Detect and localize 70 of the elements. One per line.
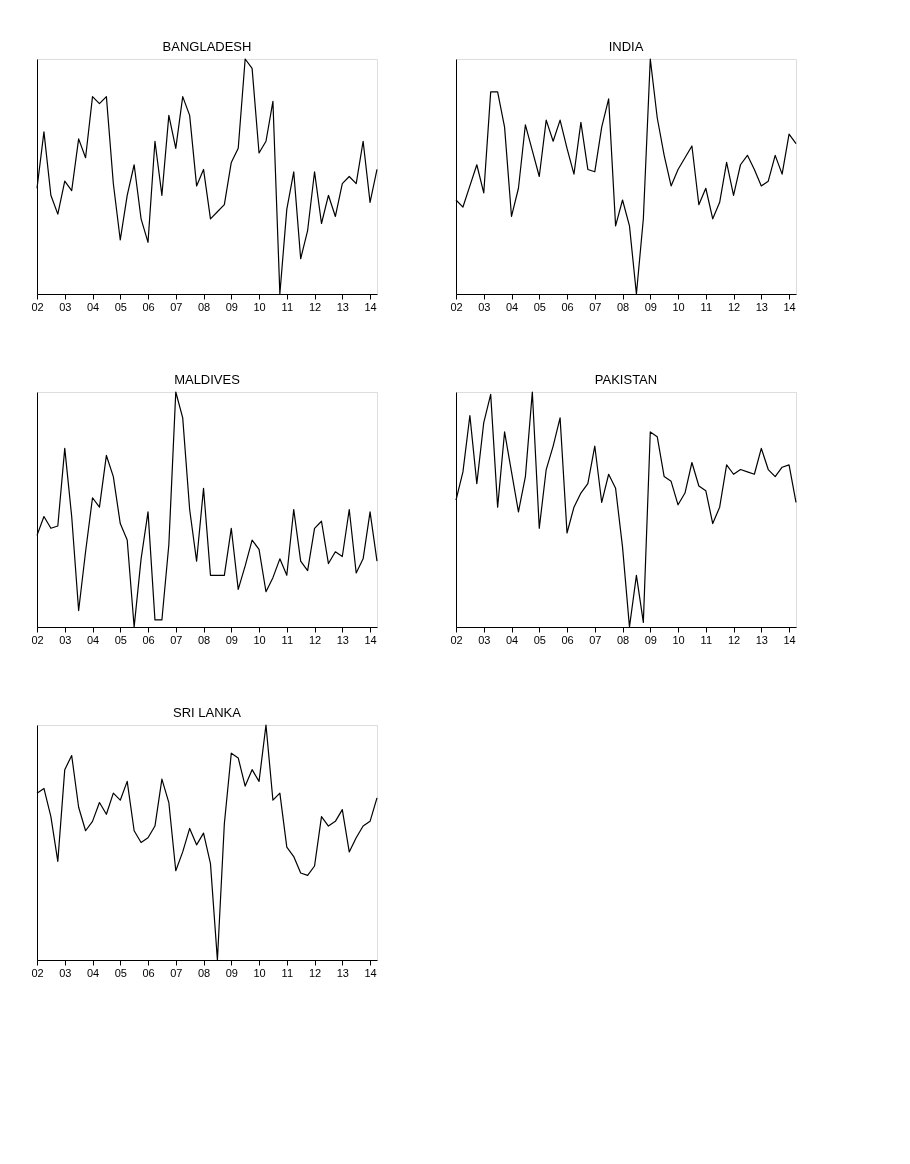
x-tick-label: 06 bbox=[561, 633, 574, 646]
x-tick-label: 07 bbox=[589, 633, 602, 646]
chart-title: PAKISTAN bbox=[594, 372, 658, 388]
x-tick-label: 02 bbox=[31, 300, 44, 313]
x-tick-label: 10 bbox=[672, 633, 685, 646]
x-tick-label: 11 bbox=[700, 300, 713, 313]
x-tick-label: 04 bbox=[86, 633, 100, 646]
x-tick-label: 05 bbox=[533, 633, 546, 646]
x-tick-label: 10 bbox=[672, 300, 685, 313]
x-tick-label: 12 bbox=[727, 633, 741, 646]
x-tick-label: 03 bbox=[478, 300, 491, 313]
x-tick-label: 08 bbox=[197, 966, 211, 979]
x-tick-label: 11 bbox=[281, 966, 294, 979]
x-tick-label: 06 bbox=[142, 633, 155, 646]
x-tick-label: 13 bbox=[336, 966, 349, 979]
x-tick-label: 14 bbox=[364, 633, 377, 646]
x-tick-label: 04 bbox=[505, 633, 519, 646]
x-tick-label: 07 bbox=[170, 633, 183, 646]
x-tick-label: 13 bbox=[755, 300, 768, 313]
x-tick-label: 05 bbox=[114, 300, 127, 313]
x-tick-label: 12 bbox=[308, 633, 322, 646]
chart-title: INDIA bbox=[608, 39, 644, 55]
x-tick-label: 04 bbox=[505, 300, 519, 313]
x-tick-label: 02 bbox=[31, 633, 44, 646]
x-tick-label: 13 bbox=[336, 633, 349, 646]
x-tick-label: 04 bbox=[86, 300, 100, 313]
x-tick-label: 10 bbox=[253, 633, 266, 646]
x-tick-label: 11 bbox=[700, 633, 713, 646]
x-tick-label: 06 bbox=[142, 300, 155, 313]
x-tick-label: 07 bbox=[589, 300, 602, 313]
x-tick-label: 08 bbox=[197, 633, 211, 646]
x-tick-label: 09 bbox=[644, 300, 657, 313]
x-tick-label: 14 bbox=[364, 300, 377, 313]
x-tick-label: 10 bbox=[253, 966, 266, 979]
x-tick-label: 05 bbox=[533, 300, 546, 313]
x-tick-label: 02 bbox=[450, 300, 463, 313]
x-tick-label: 06 bbox=[561, 300, 574, 313]
x-tick-label: 09 bbox=[225, 300, 238, 313]
x-tick-label: 11 bbox=[281, 300, 294, 313]
x-tick-label: 12 bbox=[727, 300, 741, 313]
x-tick-label: 08 bbox=[616, 633, 630, 646]
x-tick-label: 14 bbox=[364, 966, 377, 979]
x-tick-label: 07 bbox=[170, 300, 183, 313]
x-tick-label: 06 bbox=[142, 966, 155, 979]
x-tick-label: 09 bbox=[225, 966, 238, 979]
x-tick-label: 09 bbox=[225, 633, 238, 646]
x-tick-label: 02 bbox=[450, 633, 463, 646]
x-tick-label: 08 bbox=[197, 300, 211, 313]
x-tick-label: 02 bbox=[31, 966, 44, 979]
x-tick-label: 03 bbox=[59, 966, 72, 979]
x-tick-label: 10 bbox=[253, 300, 266, 313]
x-tick-label: 05 bbox=[114, 633, 127, 646]
chart-title: MALDIVES bbox=[174, 372, 241, 388]
x-tick-label: 14 bbox=[783, 300, 796, 313]
x-tick-label: 14 bbox=[783, 633, 796, 646]
x-tick-label: 05 bbox=[114, 966, 127, 979]
x-tick-label: 12 bbox=[308, 966, 322, 979]
x-tick-label: 12 bbox=[308, 300, 322, 313]
x-tick-label: 03 bbox=[478, 633, 491, 646]
x-tick-label: 08 bbox=[616, 300, 630, 313]
x-tick-label: 07 bbox=[170, 966, 183, 979]
chart-title: SRI LANKA bbox=[173, 705, 242, 721]
x-tick-label: 09 bbox=[644, 633, 657, 646]
x-tick-label: 13 bbox=[336, 300, 349, 313]
x-tick-label: 11 bbox=[281, 633, 294, 646]
x-tick-label: 04 bbox=[86, 966, 100, 979]
x-tick-label: 13 bbox=[755, 633, 768, 646]
chart-title: BANGLADESH bbox=[162, 39, 252, 55]
x-tick-label: 03 bbox=[59, 300, 72, 313]
x-tick-label: 03 bbox=[59, 633, 72, 646]
